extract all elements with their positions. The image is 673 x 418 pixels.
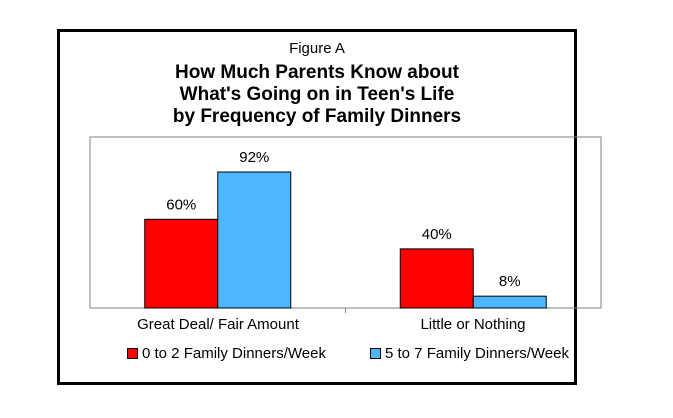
chart-title-line-3: by Frequency of Family Dinners: [172, 106, 462, 127]
legend-item-series-2: 5 to 7 Family Dinners/Week: [370, 345, 569, 362]
figure-label: Figure A: [289, 40, 345, 57]
chart-title-line-1: How Much Parents Know about: [175, 62, 459, 83]
category-label-great-deal: Great Deal/ Fair Amount: [137, 316, 299, 333]
data-label-series-2-cat-2: 8%: [499, 273, 521, 290]
legend-item-series-1: 0 to 2 Family Dinners/Week: [127, 345, 326, 362]
bar-series-2-cat-2: [472, 295, 547, 309]
bar-series-2-cat-1: [217, 171, 292, 309]
data-label-series-1-cat-2: 40%: [422, 226, 452, 243]
legend-label-series-1: 0 to 2 Family Dinners/Week: [142, 345, 326, 362]
legend-label-series-2: 5 to 7 Family Dinners/Week: [385, 345, 569, 362]
bar-series-1-cat-2: [399, 248, 474, 309]
chart-title-line-2: What's Going on in Teen's Life: [179, 84, 455, 105]
bar-series-1-cat-1: [144, 218, 219, 309]
figure-frame: [57, 29, 577, 385]
legend-swatch-series-1: [127, 348, 138, 359]
legend-swatch-series-2: [370, 348, 381, 359]
category-label-little-or-nothing: Little or Nothing: [420, 316, 526, 333]
data-label-series-1-cat-1: 60%: [166, 196, 196, 213]
data-label-series-2-cat-1: 92%: [239, 149, 269, 166]
